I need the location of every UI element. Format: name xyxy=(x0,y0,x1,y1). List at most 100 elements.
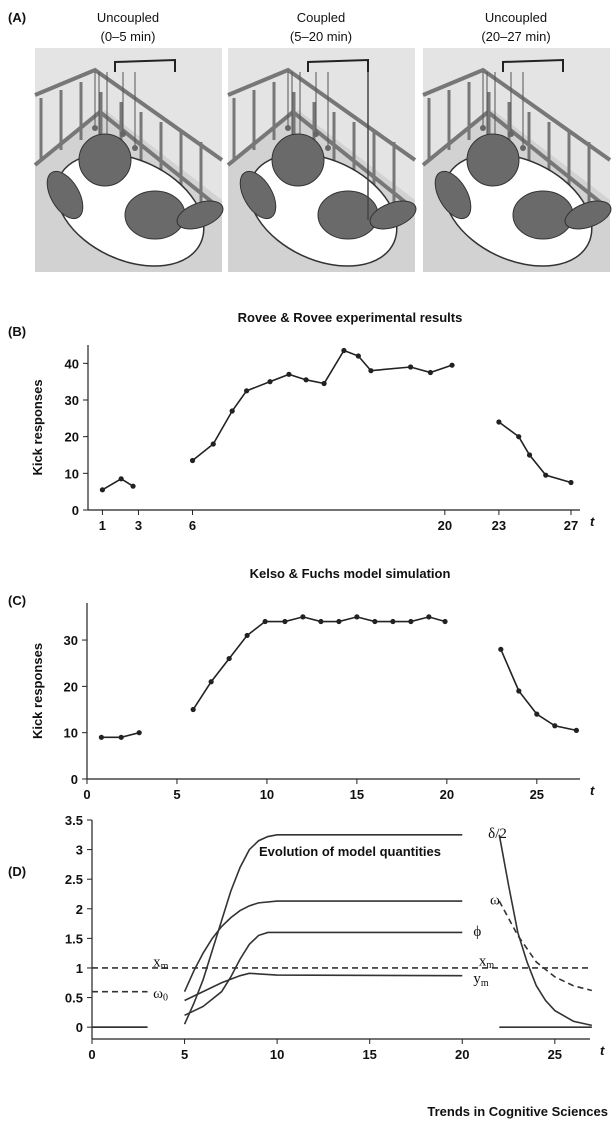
marker xyxy=(427,369,434,376)
y-tick-label: 30 xyxy=(64,633,78,648)
crib-rail xyxy=(227,67,417,162)
panel-title: Coupled xyxy=(297,10,345,25)
marker xyxy=(130,483,136,489)
chart-title: Rovee & Rovee experimental results xyxy=(238,310,463,325)
baby-leg xyxy=(512,190,574,240)
marker xyxy=(534,711,540,717)
mobile-arm xyxy=(307,58,369,72)
marker xyxy=(267,379,273,385)
marker xyxy=(442,618,448,625)
marker xyxy=(244,632,250,639)
baby-leg xyxy=(317,190,379,240)
x-tick-label: 3 xyxy=(135,518,142,533)
marker xyxy=(262,618,268,625)
marker xyxy=(368,368,374,374)
marker xyxy=(286,371,292,377)
marker xyxy=(516,688,522,694)
x-tick-label: 25 xyxy=(530,787,544,802)
x-axis-label: t xyxy=(590,514,595,529)
marker xyxy=(573,727,580,733)
y-tick-label: 40 xyxy=(65,356,79,371)
series-label: ym xyxy=(473,971,489,989)
marker xyxy=(354,614,360,620)
mobile-toy xyxy=(325,145,331,151)
series-label: ω xyxy=(490,893,500,909)
marker xyxy=(543,472,549,478)
chart-title: Evolution of model quantities xyxy=(259,844,441,859)
marker xyxy=(498,646,504,652)
marker xyxy=(449,362,455,368)
series-label: δ/2 xyxy=(488,826,507,842)
marker xyxy=(98,734,104,740)
series-label: xm xyxy=(153,955,169,973)
series-label: xm xyxy=(479,953,495,971)
mobile-toy xyxy=(520,145,526,151)
x-tick-label: 1 xyxy=(99,518,106,533)
mobile-toy xyxy=(132,145,138,151)
series-label: ω0 xyxy=(153,986,168,1004)
mobile-toy xyxy=(120,131,126,137)
y-tick-label: 3 xyxy=(76,843,83,858)
line xyxy=(500,648,577,732)
mobile-arm xyxy=(114,58,176,72)
y-tick-label: 0 xyxy=(72,503,79,518)
x-tick-label: 5 xyxy=(181,1047,188,1062)
baby-head xyxy=(271,133,325,187)
mobile-toy xyxy=(285,125,291,131)
marker xyxy=(318,618,324,625)
crib-illustration xyxy=(421,48,612,272)
panel-title: Uncoupled xyxy=(485,10,547,25)
mobile-arm xyxy=(502,58,564,72)
marker xyxy=(210,441,216,447)
marker xyxy=(189,457,196,464)
panel-subtitle: (0–5 min) xyxy=(101,29,156,44)
mobile-toy xyxy=(508,131,514,137)
y-tick-label: 2.5 xyxy=(65,872,83,887)
mobile-toy xyxy=(480,125,486,131)
crib-rail xyxy=(34,67,224,162)
x-tick-label: 10 xyxy=(270,1047,284,1062)
marker xyxy=(372,618,378,625)
series-label: ϕ xyxy=(473,924,481,940)
crib-illustration xyxy=(33,48,224,272)
y-tick-label: 0 xyxy=(71,772,78,787)
marker xyxy=(136,730,142,736)
baby-head xyxy=(466,133,520,187)
marker xyxy=(190,706,196,713)
panel-subtitle: (5–20 min) xyxy=(290,29,352,44)
marker xyxy=(336,618,342,625)
baby-leg xyxy=(124,190,186,240)
marker xyxy=(407,364,414,370)
marker xyxy=(243,388,250,394)
x-tick-label: 20 xyxy=(455,1047,469,1062)
baby-foot xyxy=(369,200,417,230)
x-tick-label: 25 xyxy=(548,1047,562,1062)
marker xyxy=(99,487,106,493)
x-tick-label: 15 xyxy=(350,787,364,802)
crib-rail xyxy=(422,67,612,162)
y-tick-label: 30 xyxy=(65,393,79,408)
y-axis-label: Kick responses xyxy=(30,379,45,475)
marker xyxy=(118,734,124,740)
baby-foot xyxy=(176,200,224,230)
marker xyxy=(282,618,288,625)
x-tick-label: 27 xyxy=(564,518,578,533)
baby-arm xyxy=(239,170,277,220)
baby-arm xyxy=(434,170,472,220)
crib-rail xyxy=(226,109,417,212)
marker xyxy=(303,377,309,383)
footer: Trends in Cognitive Sciences xyxy=(427,1104,608,1119)
x-tick-label: 0 xyxy=(88,1047,95,1062)
y-tick-label: 3.5 xyxy=(65,813,83,828)
panel-subtitle: (20–27 min) xyxy=(481,29,550,44)
crib-rail xyxy=(421,109,612,212)
baby-foot xyxy=(564,200,612,230)
marker xyxy=(355,353,361,359)
marker xyxy=(408,618,414,625)
x-tick-label: 23 xyxy=(492,518,506,533)
x-axis-label: t xyxy=(590,783,595,798)
marker xyxy=(496,419,502,425)
marker xyxy=(390,618,396,625)
y-axis-label: Kick responses xyxy=(30,643,45,739)
marker xyxy=(226,655,232,662)
